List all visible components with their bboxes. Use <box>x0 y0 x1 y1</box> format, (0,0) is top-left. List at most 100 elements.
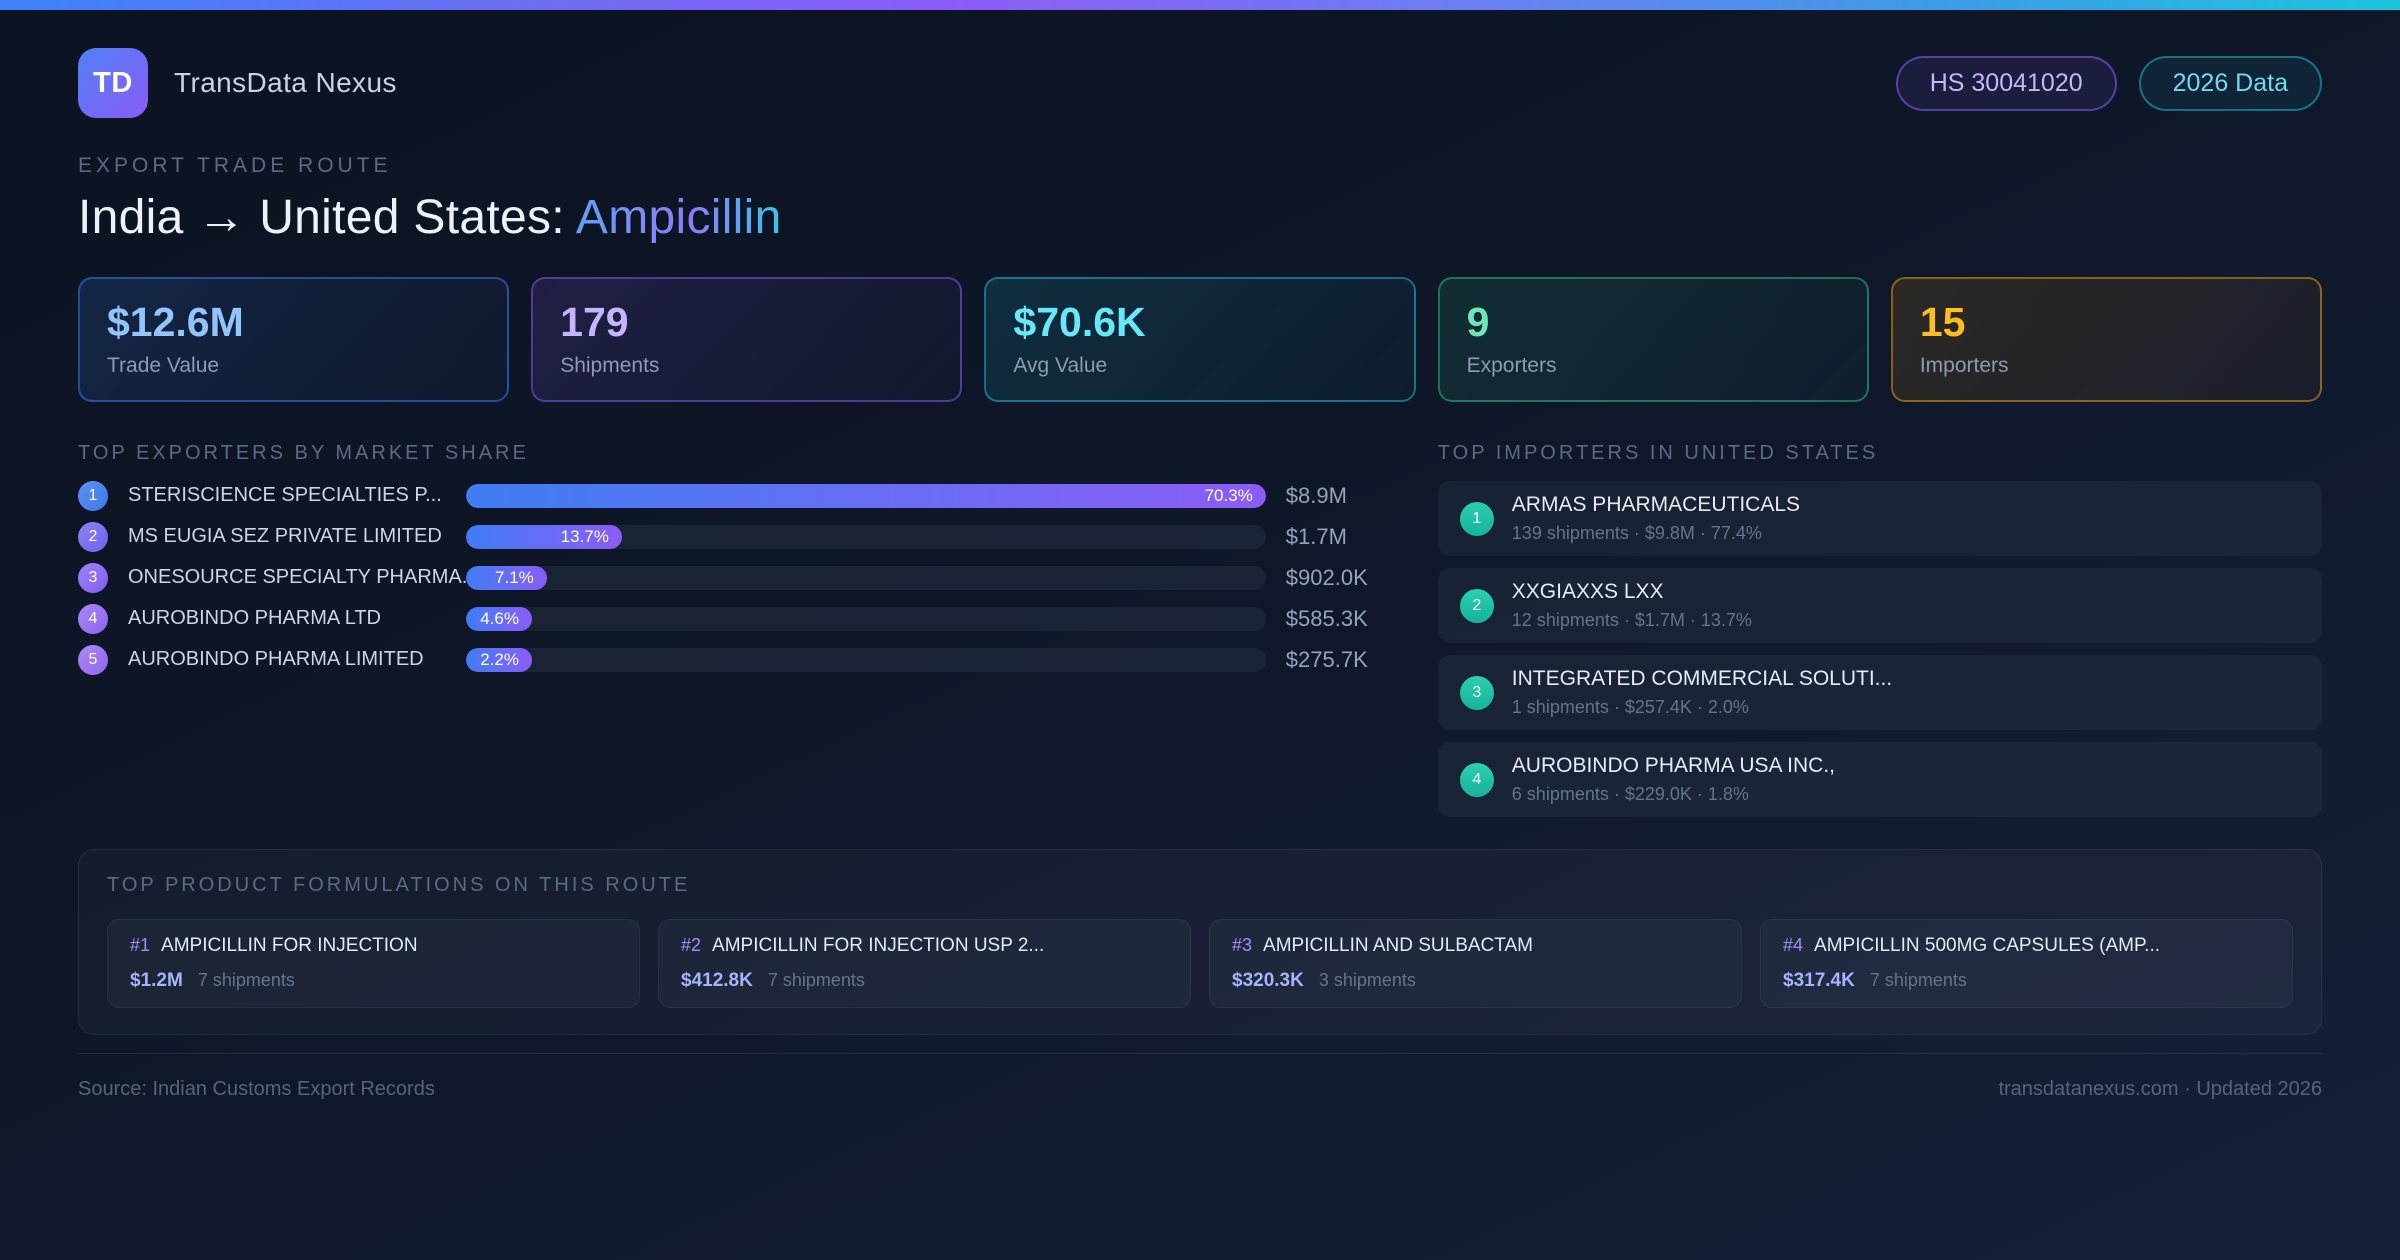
exporter-value: $902.0K <box>1285 564 1368 590</box>
market-share-bar: 70.3% <box>466 483 1266 508</box>
exporter-row[interactable]: 5 AUROBINDO PHARMA LIMITED 2.2% $275.7K <box>78 639 1378 680</box>
importers-section-title: TOP IMPORTERS IN UNITED STATES <box>1437 442 1879 465</box>
product-line1: #2 AMPICILLIN FOR INJECTION USP 2... <box>681 935 1168 957</box>
market-share-bar: 13.7% <box>466 524 622 549</box>
market-share-bar: 4.6% <box>466 606 532 631</box>
market-share-bar: 7.1% <box>466 565 547 590</box>
main-columns: TOP EXPORTERS BY MARKET SHARE 1 STERISCI… <box>78 442 2322 829</box>
product-card[interactable]: #2 AMPICILLIN FOR INJECTION USP 2... $41… <box>658 919 1191 1009</box>
year-data-badge[interactable]: 2026 Data <box>2138 55 2322 111</box>
rank-badge: 3 <box>78 562 108 593</box>
products-panel-title: TOP PRODUCT FORMULATIONS ON THIS ROUTE <box>107 874 691 897</box>
rank-badge: 4 <box>78 603 108 634</box>
route-origin: India <box>78 191 184 244</box>
exporter-name: ONESOURCE SPECIALTY PHARMA... <box>128 566 466 589</box>
product-card[interactable]: #1 AMPICILLIN FOR INJECTION $1.2M 7 ship… <box>107 919 640 1009</box>
market-share-label: 2.2% <box>480 649 519 669</box>
rank-badge: 2 <box>78 521 108 552</box>
brand-name: TransData Nexus <box>174 67 397 98</box>
product-line1: #3 AMPICILLIN AND SULBACTAM <box>1232 935 1719 957</box>
stat-card-exporters: 9 Exporters <box>1437 277 1869 403</box>
market-share-label: 70.3% <box>1204 485 1253 505</box>
exporters-section: TOP EXPORTERS BY MARKET SHARE 1 STERISCI… <box>78 442 1378 680</box>
market-share-label: 4.6% <box>480 608 519 628</box>
importer-name: ARMAS PHARMACEUTICALS <box>1511 493 1801 517</box>
importer-card[interactable]: 4 AUROBINDO PHARMA USA INC., 6 shipments… <box>1437 742 2322 818</box>
product-line1: #1 AMPICILLIN FOR INJECTION <box>130 935 617 957</box>
exporter-name: AUROBINDO PHARMA LTD <box>128 607 381 630</box>
stat-label: Importers <box>1919 354 2009 378</box>
product-value: $320.3K <box>1232 970 1304 992</box>
stat-card-shipments: 179 Shipments <box>531 277 963 403</box>
exporters-section-title: TOP EXPORTERS BY MARKET SHARE <box>78 442 529 465</box>
stat-label: Avg Value <box>1013 354 1108 378</box>
market-share-label: 7.1% <box>495 567 534 587</box>
exporters-list: 1 STERISCIENCE SPECIALTIES P... 70.3% $8… <box>78 475 1378 680</box>
product-value: $1.2M <box>130 970 183 992</box>
importer-meta: 1 shipments · $257.4K · 2.0% <box>1511 697 1749 718</box>
brand-logo-text: TD <box>93 66 133 99</box>
stat-label: Shipments <box>560 354 660 378</box>
route-eyebrow: EXPORT TRADE ROUTE <box>78 154 392 177</box>
page-title: India → United States: Ampicillin <box>78 190 2322 245</box>
stat-value: $70.6K <box>1013 299 1146 345</box>
product-value: $317.4K <box>1783 970 1855 992</box>
product-name: AMPICILLIN FOR INJECTION <box>161 935 418 957</box>
product-cards-row: #1 AMPICILLIN FOR INJECTION $1.2M 7 ship… <box>107 919 2293 1009</box>
product-card[interactable]: #3 AMPICILLIN AND SULBACTAM $320.3K 3 sh… <box>1209 919 1742 1009</box>
market-share-bar-track: 70.3% <box>466 483 1266 508</box>
exporter-row[interactable]: 4 AUROBINDO PHARMA LTD 4.6% $585.3K <box>78 598 1378 639</box>
stat-card-importers: 15 Importers <box>1890 277 2323 403</box>
route-destination: United States: <box>259 191 565 244</box>
exporter-row[interactable]: 1 STERISCIENCE SPECIALTIES P... 70.3% $8… <box>78 475 1378 516</box>
product-shipments: 7 shipments <box>1869 970 1967 991</box>
exporter-row[interactable]: 2 MS EUGIA SEZ PRIVATE LIMITED 13.7% $1.… <box>78 516 1378 557</box>
rank-badge: 1 <box>78 480 108 511</box>
stat-value: 179 <box>560 299 629 345</box>
exporter-value: $8.9M <box>1285 482 1347 508</box>
rank-badge: 3 <box>1459 675 1494 710</box>
footer-site: transdatanexus.com · Updated 2026 <box>1998 1078 2322 1101</box>
market-share-bar: 2.2% <box>466 647 532 672</box>
importer-card[interactable]: 2 XXGIAXXS LXX 12 shipments · $1.7M · 13… <box>1437 568 2322 644</box>
market-share-bar-track: 4.6% <box>466 606 1266 631</box>
importer-info: INTEGRATED COMMERCIAL SOLUTI... 1 shipme… <box>1512 667 1892 718</box>
rank-badge: 1 <box>1459 501 1494 536</box>
importers-section: TOP IMPORTERS IN UNITED STATES 1 ARMAS P… <box>1437 442 2322 829</box>
stat-card-trade-value: $12.6M Trade Value <box>78 277 510 403</box>
stat-label: Trade Value <box>107 354 220 378</box>
product-line2: $412.8K 7 shipments <box>681 970 1168 992</box>
product-line2: $317.4K 7 shipments <box>1783 970 2270 992</box>
product-card[interactable]: #4 AMPICILLIN 500MG CAPSULES (AMP... $31… <box>1760 919 2293 1009</box>
product-rank: #3 <box>1232 935 1253 956</box>
exporter-value: $585.3K <box>1285 605 1368 631</box>
importer-card[interactable]: 3 INTEGRATED COMMERCIAL SOLUTI... 1 ship… <box>1437 655 2322 731</box>
rank-badge: 5 <box>78 644 108 675</box>
stat-label: Exporters <box>1466 354 1557 378</box>
stat-value: 9 <box>1466 299 1490 345</box>
header-badges: HS 30041020 2026 Data <box>1895 55 2322 111</box>
footer-source: Source: Indian Customs Export Records <box>78 1078 435 1101</box>
market-share-bar-track: 7.1% <box>466 565 1266 590</box>
importer-meta: 139 shipments · $9.8M · 77.4% <box>1511 523 1762 544</box>
importer-info: ARMAS PHARMACEUTICALS 139 shipments · $9… <box>1512 493 1800 544</box>
product-rank: #2 <box>681 935 702 956</box>
importer-card[interactable]: 1 ARMAS PHARMACEUTICALS 139 shipments · … <box>1437 481 2322 557</box>
product-name: AMPICILLIN 500MG CAPSULES (AMP... <box>1814 935 2161 957</box>
products-panel: TOP PRODUCT FORMULATIONS ON THIS ROUTE #… <box>78 849 2322 1036</box>
exporter-value: $1.7M <box>1285 523 1347 549</box>
product-line2: $1.2M 7 shipments <box>130 970 617 992</box>
exporter-row[interactable]: 3 ONESOURCE SPECIALTY PHARMA... 7.1% $90… <box>78 557 1378 598</box>
stat-card-avg-value: $70.6K Avg Value <box>984 277 1416 403</box>
importer-info: AUROBINDO PHARMA USA INC., 6 shipments ·… <box>1512 754 1835 805</box>
product-shipments: 3 shipments <box>1318 970 1416 991</box>
stat-value: 15 <box>1919 299 1966 345</box>
hs-code-badge[interactable]: HS 30041020 <box>1895 55 2117 111</box>
importer-meta: 12 shipments · $1.7M · 13.7% <box>1511 610 1752 631</box>
route-product: Ampicillin <box>575 191 782 244</box>
rank-badge: 2 <box>1459 588 1494 623</box>
product-value: $412.8K <box>681 970 753 992</box>
product-name: AMPICILLIN AND SULBACTAM <box>1263 935 1533 957</box>
product-line2: $320.3K 3 shipments <box>1232 970 1719 992</box>
importer-meta: 6 shipments · $229.0K · 1.8% <box>1511 784 1749 805</box>
